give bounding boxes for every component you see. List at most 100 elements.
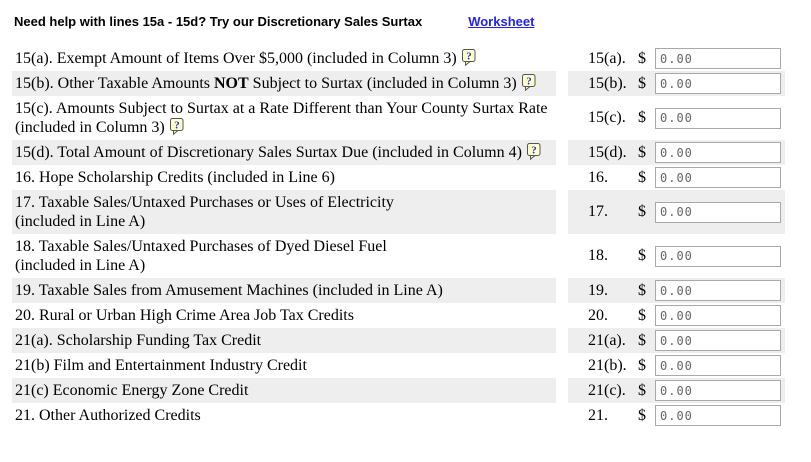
currency-symbol: $	[638, 203, 646, 220]
row-label: 17. Taxable Sales/Untaxed Purchases or U…	[15, 193, 556, 212]
row-amount-cell: 21(a). $	[568, 328, 785, 353]
row-amount-cell: 15(a). $	[568, 46, 785, 71]
currency-symbol: $	[638, 306, 646, 324]
svg-text:?: ?	[466, 50, 472, 62]
row-label-text: 15(b). Other Taxable Amounts	[15, 75, 214, 92]
row-label: 20. Rural or Urban High Crime Area Job T…	[15, 306, 556, 325]
row-label-text: NOT	[214, 75, 249, 92]
row-amount-cell: 21(b). $	[568, 353, 785, 378]
row-label: 15(c). Amounts Subject to Surtax at a Ra…	[15, 99, 556, 118]
row-amount-cell: 15(d). $	[568, 140, 785, 165]
row-amount-cell: 15(c). $	[568, 96, 785, 140]
help-prompt-row: Need help with lines 15a - 15d? Try our …	[0, 0, 811, 30]
row-amount-cell: 21. $	[568, 403, 785, 428]
currency-symbol: $	[638, 331, 646, 349]
row-label-text: 16. Hope Scholarship Credits (included i…	[15, 169, 335, 186]
form-rows: 15(a). Exempt Amount of Items Over $5,00…	[0, 46, 811, 428]
line-number: 19.	[588, 281, 608, 299]
help-icon[interactable]: ?	[169, 118, 184, 135]
row-label-text: 19. Taxable Sales from Amusement Machine…	[15, 282, 443, 299]
row-label-cell: 21(c) Economic Energy Zone Credit	[12, 378, 556, 403]
line-number: 15(d).	[588, 143, 627, 161]
line-number: 15(a).	[588, 49, 626, 67]
row-label: 18. Taxable Sales/Untaxed Purchases of D…	[15, 237, 556, 256]
table-row: 21(a). Scholarship Funding Tax Credit 21(…	[0, 328, 811, 353]
currency-symbol: $	[638, 381, 646, 399]
table-row: 15(c). Amounts Subject to Surtax at a Ra…	[0, 96, 811, 140]
currency-symbol: $	[638, 281, 646, 299]
line-number: 21(c).	[588, 381, 626, 399]
worksheet-link[interactable]: Worksheet	[468, 14, 535, 29]
row-label-text: 15(c). Amounts Subject to Surtax at a Ra…	[15, 100, 548, 117]
amount-input-21c[interactable]	[655, 380, 781, 401]
table-row: 21(b) Film and Entertainment Industry Cr…	[0, 353, 811, 378]
line-number: 15(c).	[588, 109, 626, 126]
svg-text:?: ?	[526, 75, 532, 87]
currency-symbol: $	[638, 168, 646, 186]
row-label-text: 21(a). Scholarship Funding Tax Credit	[15, 332, 262, 349]
table-row: 20. Rural or Urban High Crime Area Job T…	[0, 303, 811, 328]
row-label-cell: 18. Taxable Sales/Untaxed Purchases of D…	[12, 234, 556, 278]
help-prompt-text: Need help with lines 15a - 15d? Try our …	[14, 14, 423, 29]
amount-input-15b[interactable]	[655, 73, 781, 94]
row-label-text: 21(b) Film and Entertainment Industry Cr…	[15, 357, 307, 374]
table-row: 19. Taxable Sales from Amusement Machine…	[0, 278, 811, 303]
row-amount-cell: 17. $	[568, 190, 785, 234]
amount-input-19[interactable]	[655, 280, 781, 301]
row-label: 15(a). Exempt Amount of Items Over $5,00…	[15, 49, 556, 68]
amount-input-18[interactable]	[655, 245, 781, 267]
row-label-text: 18. Taxable Sales/Untaxed Purchases of D…	[15, 238, 387, 255]
amount-input-15d[interactable]	[655, 142, 781, 163]
help-icon[interactable]: ?	[521, 74, 536, 91]
row-label-cell: 16. Hope Scholarship Credits (included i…	[12, 165, 556, 190]
currency-symbol: $	[638, 247, 646, 264]
row-label-text: (included in Column 3)	[15, 119, 165, 136]
row-label-cell: 15(b). Other Taxable Amounts NOT Subject…	[12, 71, 556, 96]
table-row: 15(b). Other Taxable Amounts NOT Subject…	[0, 71, 811, 96]
row-amount-cell: 15(b). $	[568, 71, 785, 96]
line-number: 21.	[588, 406, 608, 424]
amount-input-16[interactable]	[655, 167, 781, 188]
help-icon[interactable]: ?	[461, 49, 476, 66]
row-amount-cell: 20. $	[568, 303, 785, 328]
amount-input-21b[interactable]	[655, 355, 781, 376]
row-label: 21. Other Authorized Credits	[15, 406, 556, 425]
row-amount-cell: 19. $	[568, 278, 785, 303]
line-number: 21(b).	[588, 356, 627, 374]
currency-symbol: $	[638, 49, 646, 67]
table-row: 21. Other Authorized Credits 21. $	[0, 403, 811, 428]
row-label-cell: 21. Other Authorized Credits	[12, 403, 556, 428]
row-label-cell: 20. Rural or Urban High Crime Area Job T…	[12, 303, 556, 328]
row-label-text: 21. Other Authorized Credits	[15, 407, 201, 424]
line-number: 21(a).	[588, 331, 626, 349]
line-number: 20.	[588, 306, 608, 324]
amount-input-20[interactable]	[655, 305, 781, 326]
amount-input-17[interactable]	[655, 201, 781, 223]
row-label-cell: 15(d). Total Amount of Discretionary Sal…	[12, 140, 556, 165]
table-row: 18. Taxable Sales/Untaxed Purchases of D…	[0, 234, 811, 278]
row-label-text: (included in Line A)	[15, 257, 146, 274]
table-row: 17. Taxable Sales/Untaxed Purchases or U…	[0, 190, 811, 234]
help-icon[interactable]: ?	[526, 143, 541, 160]
row-label-cell: 15(a). Exempt Amount of Items Over $5,00…	[12, 46, 556, 71]
row-label-text: 15(d). Total Amount of Discretionary Sal…	[15, 144, 522, 161]
currency-symbol: $	[638, 143, 646, 161]
currency-symbol: $	[638, 109, 646, 126]
amount-input-15c[interactable]	[655, 107, 781, 129]
row-label-cell: 17. Taxable Sales/Untaxed Purchases or U…	[12, 190, 556, 234]
amount-input-21[interactable]	[655, 405, 781, 426]
line-number: 18.	[588, 247, 608, 264]
amount-input-15a[interactable]	[655, 48, 781, 69]
row-label-cell: 21(a). Scholarship Funding Tax Credit	[12, 328, 556, 353]
row-label: 21(a). Scholarship Funding Tax Credit	[15, 331, 556, 350]
svg-text:?: ?	[531, 144, 537, 156]
row-label-text: 21(c) Economic Energy Zone Credit	[15, 382, 249, 399]
amount-input-21a[interactable]	[655, 330, 781, 351]
row-label-text: (included in Line A)	[15, 213, 146, 230]
row-label-text: 17. Taxable Sales/Untaxed Purchases or U…	[15, 194, 394, 211]
row-amount-cell: 21(c). $	[568, 378, 785, 403]
row-label: (included in Line A)	[15, 256, 556, 275]
row-label: 15(b). Other Taxable Amounts NOT Subject…	[15, 74, 556, 93]
currency-symbol: $	[638, 74, 646, 92]
row-label: (included in Column 3)?	[15, 118, 556, 137]
